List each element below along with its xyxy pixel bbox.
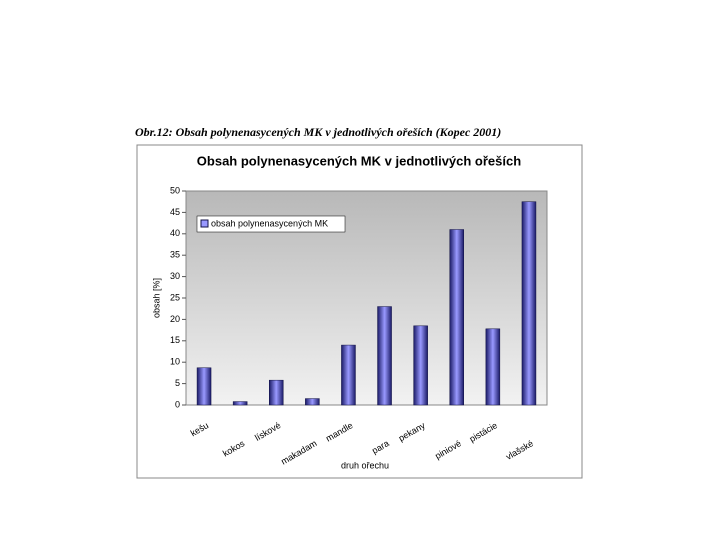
y-axis-label: obsah [%] — [151, 278, 161, 318]
y-tick-label: 30 — [170, 271, 180, 281]
y-tick-label: 0 — [175, 399, 180, 409]
y-tick-label: 10 — [170, 357, 180, 367]
bar — [377, 306, 392, 406]
legend-label: obsah polynenasycených MK — [211, 218, 328, 228]
bar — [269, 379, 284, 406]
bar — [413, 325, 428, 406]
bar — [305, 398, 320, 406]
bar — [485, 328, 501, 406]
y-tick-label: 25 — [170, 292, 180, 302]
y-tick-label: 5 — [175, 378, 180, 388]
y-tick-label: 45 — [170, 207, 180, 217]
x-axis-label: druh ořechu — [341, 460, 389, 470]
bar — [196, 367, 212, 406]
bar — [449, 229, 464, 406]
bar — [341, 344, 356, 406]
y-tick-label: 40 — [170, 228, 180, 238]
legend-swatch — [200, 219, 209, 228]
chart-title: Obsah polynenasycených MK v jednotlivých… — [197, 153, 521, 168]
bar — [232, 401, 248, 406]
y-tick-label: 35 — [170, 250, 180, 260]
y-tick-label: 15 — [170, 335, 180, 345]
y-tick-label: 50 — [170, 185, 180, 195]
legend-box — [196, 215, 346, 233]
bar — [521, 201, 537, 406]
caption: Obr.12: Obsah polynenasycených MK v jedn… — [135, 125, 501, 139]
y-tick-label: 20 — [170, 314, 180, 324]
